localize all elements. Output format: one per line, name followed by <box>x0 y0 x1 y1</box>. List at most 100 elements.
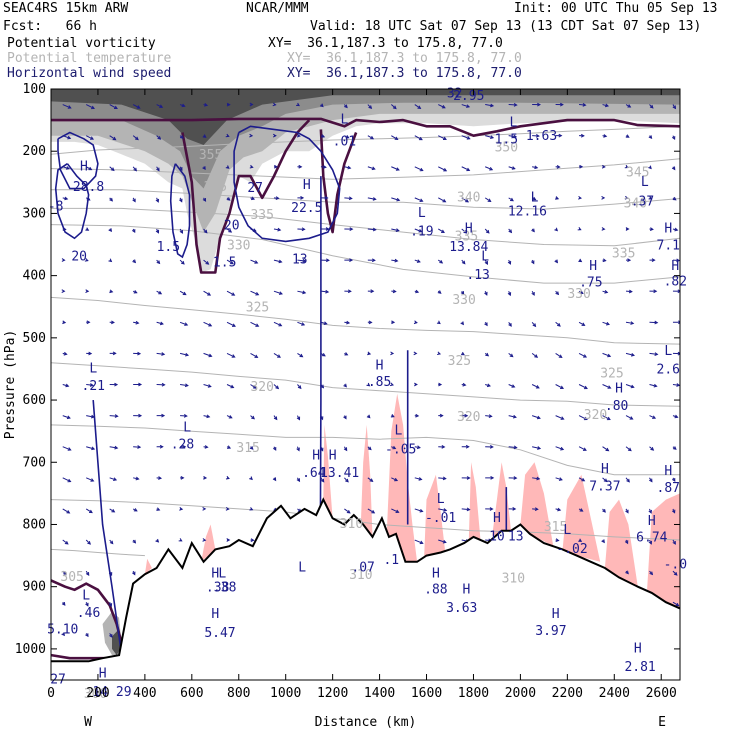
wind-vector-head <box>109 540 114 545</box>
wind-vector-head <box>415 289 420 294</box>
wind-vector-head <box>136 105 141 109</box>
field-name-theta: Potential temperature <box>7 51 172 66</box>
wind-vector-head <box>579 164 584 169</box>
wind-vector-head <box>61 289 66 294</box>
wind-vector-head <box>555 538 560 542</box>
wind-vector-head <box>627 104 632 108</box>
wind-vector-head <box>583 416 588 421</box>
pv-contour <box>181 119 311 274</box>
extrema-label: H <box>376 358 384 373</box>
wind-vector-head <box>156 167 160 172</box>
wind-vector <box>391 135 398 140</box>
wind-vector <box>602 352 611 357</box>
extrema-label: .38 <box>213 580 236 595</box>
wind-vector-head <box>249 102 254 107</box>
extrema-label: .38 <box>206 580 229 595</box>
wind-vector-head <box>443 168 448 172</box>
wind-vector-head <box>61 601 66 606</box>
extrema-label: 5.10 <box>47 623 78 638</box>
wind-vector <box>508 415 517 418</box>
theta-label: 335 <box>455 230 478 245</box>
wind-vector-head <box>419 540 424 545</box>
wind-vector-head <box>443 508 448 512</box>
wind-vector-head <box>606 416 611 421</box>
wind-vector-head <box>249 507 254 511</box>
wind-vector-head <box>513 445 518 450</box>
extrema-label: .75 <box>579 276 602 291</box>
wind-vector-head <box>298 164 303 169</box>
wind-vector <box>485 135 494 139</box>
wind-vector <box>344 197 352 199</box>
wind-vector <box>85 104 95 109</box>
x-tick-label: 1400 <box>364 686 395 701</box>
wind-vector-head <box>108 572 113 577</box>
wind-vector-head <box>415 413 420 418</box>
wind-vector <box>555 415 564 420</box>
wind-vector-head <box>272 446 277 451</box>
extrema-label: 20 <box>71 249 87 264</box>
wind-vector <box>203 352 212 357</box>
wind-vector-head <box>202 538 207 542</box>
wind-vector-head <box>488 414 493 418</box>
wind-vector-head <box>367 351 372 356</box>
wind-vector-head <box>137 445 142 449</box>
wind-vector <box>391 508 399 513</box>
axes: 0 200 400 600 800 1000 1200 1400 1600 1800 2000 220… <box>3 82 680 730</box>
extrema-label: 7.1 <box>657 238 680 253</box>
wind-vector-head <box>67 478 72 483</box>
wind-vector-head <box>603 478 608 483</box>
wind-vector-head <box>296 416 301 421</box>
wind-vector <box>226 384 234 388</box>
wind-vector <box>179 290 187 296</box>
theta-label: 345 <box>626 165 649 180</box>
wind-vector-head <box>86 320 91 325</box>
theta-contours <box>51 125 680 557</box>
wind-vector-head <box>532 323 537 328</box>
y-tick-label: 600 <box>23 393 46 408</box>
wind-vector <box>414 104 421 109</box>
wind-vector <box>391 166 400 171</box>
wind-vector-head <box>441 105 446 109</box>
wind-vector-head <box>206 414 211 419</box>
extrema-label: L <box>340 113 348 128</box>
wind-vector-head <box>230 260 234 265</box>
wind-vector-head <box>626 478 630 483</box>
wind-vector-head <box>250 538 255 542</box>
wind-vector <box>86 446 95 450</box>
wind-vector-head <box>672 541 676 545</box>
wind-vector-head <box>676 258 680 263</box>
wind-vector-head <box>275 196 280 200</box>
org-label: NCAR/MMM <box>246 1 309 16</box>
wind-vector-head <box>558 354 563 358</box>
extrema-label: .82 <box>664 274 687 289</box>
wind-vector-head <box>532 196 537 201</box>
theta-contour-315 <box>51 424 680 476</box>
wind-vector <box>62 539 69 545</box>
wind-vector-head <box>558 477 563 481</box>
wind-vector-head <box>255 292 260 296</box>
wind-vector <box>625 352 635 356</box>
theta-label: 310 <box>349 568 372 583</box>
wind-vector-head <box>513 134 518 139</box>
wind-vector <box>179 352 189 356</box>
wind-vector-head <box>603 134 608 138</box>
wind-vector <box>250 384 257 389</box>
extrema-label: L <box>509 116 517 131</box>
extrema-label: 28.8 <box>73 180 104 195</box>
extrema-label: H <box>615 381 623 396</box>
wind-vector-head <box>605 321 610 326</box>
wind-vector-head <box>437 351 442 356</box>
wind-vector-head <box>159 444 164 449</box>
extrema-label: 3.97 <box>535 624 566 639</box>
wind-vector <box>109 104 118 109</box>
wind-vector-head <box>202 166 206 171</box>
wind-vector-head <box>63 351 68 356</box>
wind-vector-head <box>249 133 254 138</box>
wind-vector-head <box>438 382 443 387</box>
wind-vector <box>226 352 235 358</box>
wind-vector-head <box>630 384 635 389</box>
extrema-label: -.0 <box>664 557 687 572</box>
wind-vector-head <box>204 102 209 107</box>
wind-vector-head <box>297 385 302 390</box>
